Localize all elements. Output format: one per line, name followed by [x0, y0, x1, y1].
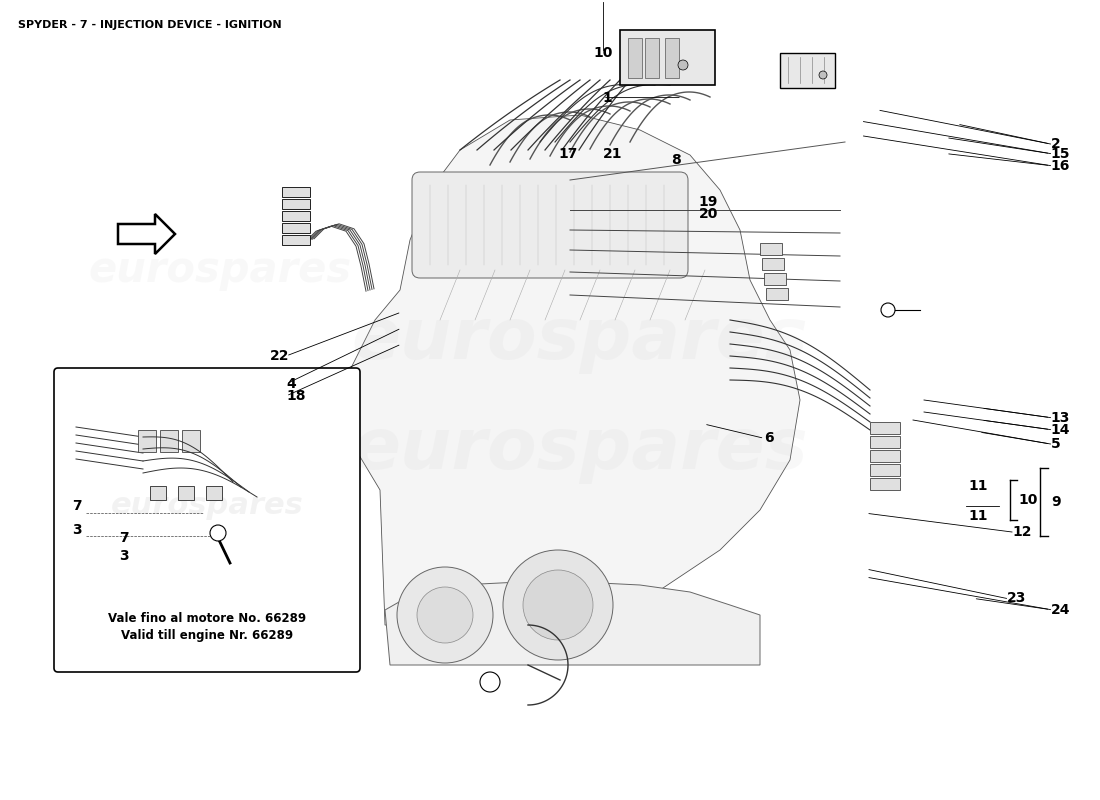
Bar: [870, 436, 900, 448]
Text: 9: 9: [1052, 495, 1062, 509]
Circle shape: [881, 303, 895, 317]
Bar: [870, 450, 900, 462]
Text: 11: 11: [968, 509, 988, 523]
FancyBboxPatch shape: [54, 368, 360, 672]
FancyBboxPatch shape: [620, 30, 715, 85]
Text: Vale fino al motore No. 66289: Vale fino al motore No. 66289: [108, 611, 306, 625]
Bar: [282, 187, 310, 197]
FancyBboxPatch shape: [412, 172, 688, 278]
Text: 19: 19: [698, 194, 718, 209]
Text: 16: 16: [1050, 158, 1070, 173]
Circle shape: [417, 587, 473, 643]
Text: 1: 1: [603, 90, 613, 105]
Bar: [206, 486, 222, 500]
Text: 21: 21: [603, 146, 623, 161]
Text: 13: 13: [1050, 410, 1070, 425]
Text: 3: 3: [72, 523, 81, 537]
Circle shape: [522, 570, 593, 640]
Text: 22: 22: [270, 349, 289, 363]
Bar: [870, 422, 900, 434]
Text: eurospares: eurospares: [352, 415, 808, 485]
Bar: [766, 288, 788, 300]
Circle shape: [503, 550, 613, 660]
Text: 7: 7: [119, 530, 129, 545]
Circle shape: [480, 672, 501, 692]
Text: 15: 15: [1050, 146, 1070, 161]
Bar: [182, 430, 200, 452]
Text: 4: 4: [286, 377, 296, 391]
Bar: [764, 273, 786, 285]
Bar: [780, 53, 835, 88]
Text: SPYDER - 7 - INJECTION DEVICE - IGNITION: SPYDER - 7 - INJECTION DEVICE - IGNITION: [18, 20, 282, 30]
Bar: [760, 243, 782, 255]
Text: 11: 11: [968, 478, 988, 493]
Text: 12: 12: [1012, 525, 1032, 539]
Text: eurospares: eurospares: [352, 306, 808, 374]
Bar: [666, 38, 679, 78]
Bar: [282, 223, 310, 233]
Text: Valid till engine Nr. 66289: Valid till engine Nr. 66289: [121, 630, 293, 642]
Bar: [282, 211, 310, 221]
Text: 10: 10: [1019, 493, 1038, 507]
Bar: [282, 235, 310, 245]
Polygon shape: [385, 582, 760, 665]
Text: 23: 23: [1006, 591, 1026, 606]
Text: 7: 7: [72, 499, 81, 513]
Bar: [762, 258, 784, 270]
Bar: [282, 199, 310, 209]
Bar: [138, 430, 156, 452]
Text: eurospares: eurospares: [111, 490, 304, 520]
Circle shape: [210, 525, 225, 541]
Text: 5: 5: [1050, 437, 1060, 451]
Text: 14: 14: [1050, 422, 1070, 437]
Bar: [150, 486, 166, 500]
Text: 8: 8: [671, 153, 681, 167]
Bar: [870, 464, 900, 476]
Text: 17: 17: [559, 146, 579, 161]
Text: eurospares: eurospares: [88, 249, 352, 291]
Circle shape: [820, 71, 827, 79]
Text: 2: 2: [1050, 137, 1060, 151]
Circle shape: [678, 60, 688, 70]
Circle shape: [397, 567, 493, 663]
Bar: [870, 478, 900, 490]
Text: 3: 3: [119, 549, 129, 563]
Text: 10: 10: [593, 46, 613, 60]
Bar: [178, 486, 194, 500]
Text: 24: 24: [1050, 602, 1070, 617]
Text: 18: 18: [286, 389, 306, 403]
Bar: [160, 430, 178, 452]
Bar: [628, 38, 642, 78]
Text: 20: 20: [698, 206, 718, 221]
Text: 6: 6: [764, 431, 774, 446]
Bar: [645, 38, 659, 78]
Polygon shape: [350, 115, 800, 628]
